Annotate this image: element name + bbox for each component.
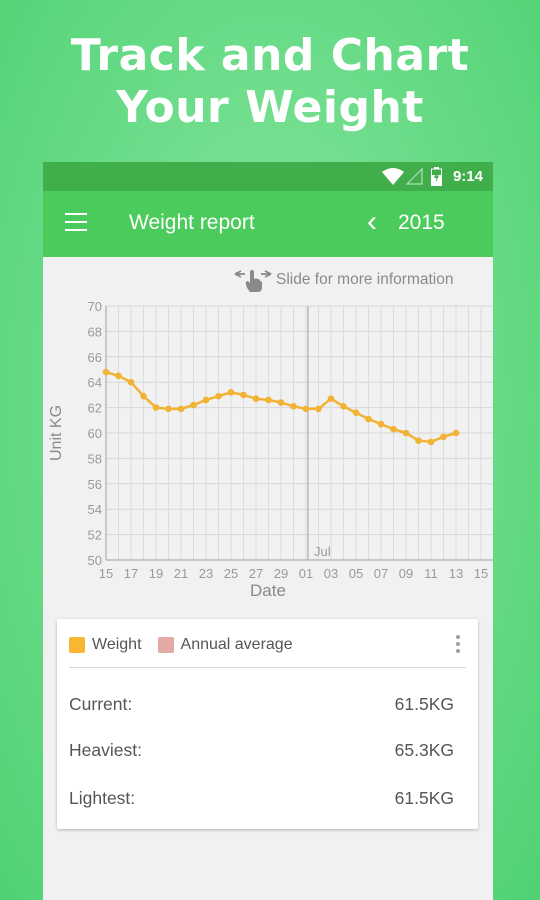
data-point[interactable] (327, 395, 335, 403)
data-point[interactable] (302, 405, 310, 413)
data-point[interactable] (390, 425, 397, 433)
app-bar: Weight report ‹ 2015 (43, 191, 493, 257)
data-point[interactable] (152, 404, 160, 411)
page-title: Weight report (129, 211, 255, 234)
x-axis-title: Date (250, 581, 286, 600)
battery-charging-icon (431, 167, 442, 186)
y-axis-title: Unit KG (48, 405, 65, 461)
data-point[interactable] (190, 401, 197, 409)
data-point[interactable] (290, 403, 297, 410)
x-tick-label: 23 (199, 566, 213, 581)
y-tick-label: 66 (88, 350, 102, 365)
data-point[interactable] (365, 415, 372, 423)
x-tick-label: 09 (399, 566, 413, 581)
data-point[interactable] (377, 420, 385, 428)
stat-label: Lightest: (69, 788, 136, 808)
stat-row-current: Current: 61.5KG (69, 694, 454, 720)
x-tick-label: 13 (449, 566, 463, 581)
x-tick-label: 05 (349, 566, 363, 581)
data-point[interactable] (227, 389, 235, 396)
promo-line-2: Your Weight (116, 82, 424, 133)
data-point[interactable] (102, 368, 110, 376)
data-point[interactable] (427, 438, 435, 446)
y-tick-label: 56 (88, 477, 102, 492)
data-point[interactable] (115, 372, 122, 380)
y-tick-label: 60 (88, 426, 102, 441)
month-label: Jul (314, 544, 331, 559)
x-tick-label: 19 (149, 566, 163, 581)
x-tick-label: 15 (99, 566, 113, 581)
swipe-hand-icon (234, 270, 272, 292)
stat-row-heaviest: Heaviest: 65.3KG (69, 740, 454, 766)
y-tick-label: 50 (88, 553, 102, 568)
x-tick-label: 27 (249, 566, 263, 581)
menu-icon[interactable] (65, 213, 87, 233)
promo-line-1: Track and Chart (70, 30, 470, 81)
y-tick-label: 54 (88, 502, 102, 517)
data-point[interactable] (277, 399, 285, 406)
stat-label: Heaviest: (69, 740, 142, 760)
x-tick-label: 17 (124, 566, 138, 581)
wifi-icon (382, 168, 404, 185)
y-tick-label: 52 (88, 528, 102, 543)
x-tick-label: 07 (374, 566, 388, 581)
data-point[interactable] (340, 403, 347, 410)
y-tick-label: 62 (88, 401, 102, 416)
data-point[interactable] (265, 396, 272, 404)
data-point[interactable] (252, 395, 260, 403)
phone-screen: 9:14 Weight report ‹ 2015 Slide for more… (43, 162, 493, 900)
data-point[interactable] (240, 391, 247, 399)
stat-value: 61.5KG (394, 694, 454, 714)
data-point[interactable] (140, 392, 147, 400)
summary-card: Weight Annual average Current: 61.5KG He… (57, 619, 478, 829)
y-tick-label: 64 (88, 375, 102, 390)
promo-headline: Track and Chart Your Weight (0, 30, 540, 134)
x-tick-label: 01 (299, 566, 313, 581)
chevron-left-icon[interactable]: ‹ (367, 205, 377, 238)
x-tick-label: 15 (474, 566, 488, 581)
legend-label-annual-average: Annual average (180, 636, 293, 653)
data-point[interactable] (202, 396, 210, 404)
weight-chart[interactable]: 50 52 54 56 58 60 62 64 66 68 70 Jul 15 17 19 21 23 25 27 2… (43, 297, 493, 602)
legend-swatch-weight (69, 637, 85, 653)
y-tick-label: 58 (88, 451, 102, 466)
y-tick-label: 70 (88, 299, 102, 314)
stat-row-lightest: Lightest: 61.5KG (69, 788, 454, 814)
data-point[interactable] (415, 437, 422, 444)
card-divider (69, 667, 466, 668)
stat-value: 61.5KG (394, 788, 454, 808)
data-point[interactable] (177, 405, 185, 413)
status-bar: 9:14 (43, 162, 493, 191)
status-time: 9:14 (452, 168, 483, 185)
x-tick-label: 25 (224, 566, 238, 581)
x-tick-label: 03 (324, 566, 338, 581)
signal-icon (406, 168, 423, 185)
data-point[interactable] (127, 378, 135, 386)
year-label[interactable]: 2015 (398, 211, 445, 234)
slide-hint: Slide for more information (233, 266, 473, 294)
more-options-icon[interactable] (456, 635, 460, 656)
x-tick-label: 29 (274, 566, 288, 581)
data-point[interactable] (402, 429, 410, 437)
stat-label: Current: (69, 694, 133, 714)
data-point[interactable] (315, 405, 322, 413)
data-point[interactable] (215, 392, 222, 400)
stat-value: 65.3KG (394, 740, 454, 760)
y-tick-label: 68 (88, 324, 102, 339)
data-point[interactable] (440, 433, 447, 441)
chart-legend: Weight Annual average (69, 633, 309, 657)
legend-swatch-annual-average (157, 637, 174, 653)
data-point[interactable] (452, 429, 460, 437)
data-point[interactable] (165, 405, 172, 413)
hint-text: Slide for more information (276, 271, 454, 288)
x-tick-label: 11 (424, 566, 438, 581)
data-point[interactable] (352, 409, 360, 416)
x-tick-label: 21 (174, 566, 188, 581)
legend-label-weight: Weight (92, 636, 142, 653)
